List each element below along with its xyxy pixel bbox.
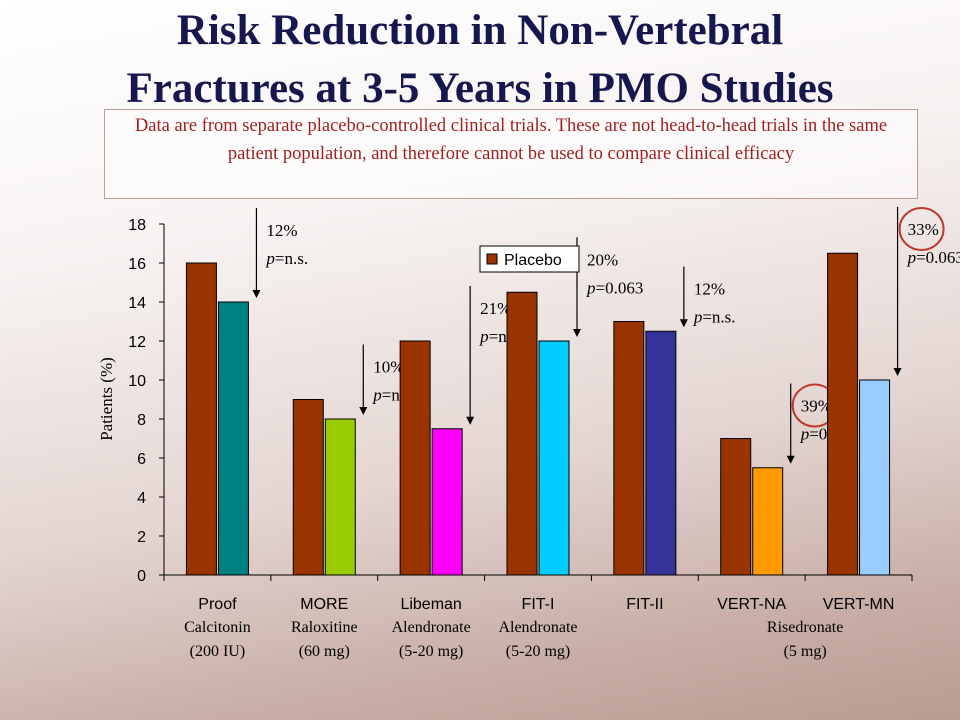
- drug-dose-label: (60 mg): [299, 643, 350, 660]
- legend-label: Placebo: [504, 252, 562, 269]
- bar-drug-fit-i: [538, 340, 570, 576]
- p-value-number: =n.s.: [275, 249, 308, 268]
- legend: Placebo: [479, 245, 580, 273]
- y-tick-label: 8: [137, 412, 146, 429]
- p-value: p=n.s.: [693, 308, 736, 327]
- reduction-percent: 39%: [801, 397, 832, 416]
- p-value: p=0.063: [586, 278, 643, 297]
- reduction-arrow-head: [786, 455, 795, 464]
- highlight-circle: [898, 207, 945, 251]
- y-tick-label: 2: [137, 529, 146, 546]
- reduction-arrow-head: [359, 407, 368, 415]
- reduction-arrow-head: [466, 416, 475, 425]
- y-axis-label: Patients (%): [97, 357, 116, 441]
- x-category-label: VERT-NA: [717, 596, 786, 613]
- bar-placebo-proof: [185, 262, 217, 576]
- x-category-label: Libeman: [400, 596, 461, 613]
- p-value-symbol: p: [265, 249, 275, 268]
- p-value: p=n.s.: [265, 249, 308, 268]
- reduction-percent: 10%: [373, 358, 404, 377]
- x-category-label: VERT-MN: [823, 596, 895, 613]
- reduction-percent: 20%: [587, 250, 618, 269]
- drug-name-label: Alendronate: [498, 619, 577, 636]
- bar-drug-proof: [217, 301, 249, 576]
- drug-name-label: Calcitonin: [184, 619, 251, 636]
- drug-dose-label: (5 mg): [784, 643, 827, 660]
- reduction-arrow-head: [893, 368, 902, 376]
- x-category-label: FIT-I: [522, 596, 555, 613]
- p-value-number: =0.063: [596, 278, 644, 297]
- p-value-symbol: p: [800, 425, 810, 444]
- x-category-label: MORE: [300, 596, 348, 613]
- bar-placebo-vert-mn: [827, 252, 859, 576]
- p-value-number: =n.s.: [702, 308, 735, 327]
- y-tick-label: 10: [128, 373, 146, 390]
- drug-name-label: Raloxitine: [291, 619, 358, 636]
- reduction-arrow-head: [252, 290, 261, 298]
- reduction-percent: 12%: [266, 221, 297, 240]
- x-category-label: Proof: [198, 596, 237, 613]
- bar-drug-vert-mn: [859, 379, 891, 576]
- drug-dose-label: (5-20 mg): [506, 643, 570, 660]
- legend-swatch: [486, 253, 498, 265]
- bar-placebo-libeman: [399, 340, 431, 576]
- drug-name-label: Alendronate: [392, 619, 471, 636]
- reduction-percent: 21%: [480, 299, 511, 318]
- y-tick-label: 14: [128, 295, 146, 312]
- drug-dose-label: (200 IU): [190, 643, 246, 660]
- bar-placebo-vert-na: [720, 438, 752, 576]
- p-value-symbol: p: [693, 308, 703, 327]
- p-value-symbol: p: [372, 386, 382, 405]
- p-value: p=0.063: [907, 248, 960, 267]
- p-value-number: =0.063: [916, 248, 960, 267]
- y-tick-label: 4: [137, 490, 146, 507]
- reduction-arrow-head: [679, 319, 688, 328]
- reduction-percent: 33%: [908, 220, 939, 239]
- drug-name-label: Risedronate: [767, 619, 843, 636]
- reduction-percent: 12%: [694, 280, 725, 299]
- p-value-symbol: p: [479, 327, 489, 346]
- y-tick-label: 6: [137, 451, 146, 468]
- disclaimer-box: Data are from separate placebo-controlle…: [104, 109, 918, 199]
- slide-title: Risk Reduction in Non-Vertebral Fracture…: [0, 2, 960, 118]
- bar-drug-more: [324, 418, 356, 576]
- p-value-symbol: p: [907, 248, 917, 267]
- bar-placebo-fit-i: [506, 291, 538, 576]
- y-tick-label: 16: [128, 256, 146, 273]
- x-category-label: FIT-II: [626, 596, 663, 613]
- bar-drug-vert-na: [752, 467, 784, 576]
- bar-drug-libeman: [431, 428, 463, 576]
- y-tick-label: 12: [128, 334, 146, 351]
- y-tick-label: 18: [128, 217, 146, 234]
- y-tick-label: 0: [137, 568, 146, 585]
- bar-placebo-fit-ii: [613, 321, 645, 576]
- reduction-arrow-head: [573, 329, 581, 337]
- p-value-symbol: p: [586, 278, 596, 297]
- title-line-2: Fractures at 3-5 Years in PMO Studies: [126, 65, 834, 112]
- bar-placebo-more: [292, 399, 324, 576]
- title-line-1: Risk Reduction in Non-Vertebral: [176, 7, 784, 54]
- drug-dose-label: (5-20 mg): [399, 643, 463, 660]
- bar-drug-fit-ii: [645, 330, 677, 576]
